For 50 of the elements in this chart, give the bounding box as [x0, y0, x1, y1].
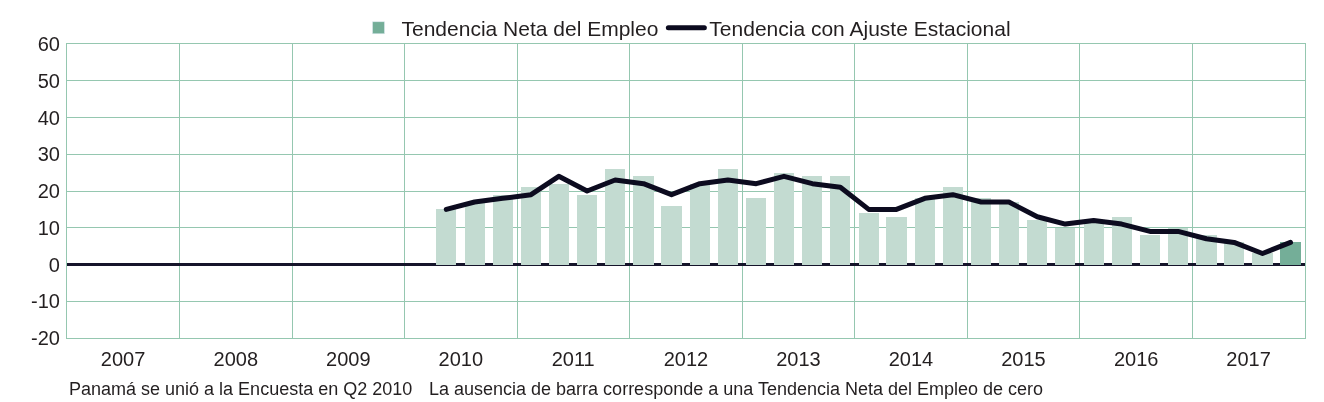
x-tick-label: 2010 — [438, 348, 484, 371]
bar — [521, 187, 541, 265]
x-tick-label: 2007 — [100, 348, 146, 371]
bar — [915, 198, 935, 265]
bar — [690, 184, 710, 265]
bar — [549, 184, 569, 265]
bar — [1140, 235, 1160, 265]
bar — [661, 206, 682, 265]
bar — [436, 209, 456, 265]
x-tick-label: 2011 — [551, 348, 595, 371]
y-tick-label: 50 — [37, 69, 60, 92]
bar — [633, 176, 654, 265]
text: La ausencia de barra corresponde a una Tendencia Neta del Empleo de cero — [429, 379, 1044, 399]
x-tick-label: 2014 — [888, 348, 934, 371]
y-tick-label: 40 — [37, 106, 60, 129]
x-tick-label: 2017 — [1226, 348, 1271, 371]
bar — [1252, 253, 1273, 265]
bar — [493, 195, 513, 265]
bar — [886, 217, 907, 265]
x-tick-label: 2015 — [1001, 348, 1046, 371]
y-tick-label: -20 — [30, 327, 60, 349]
x-tick-label: 2008 — [213, 348, 259, 371]
bar — [859, 213, 879, 265]
bar — [774, 173, 794, 265]
bar — [746, 198, 766, 265]
bar — [830, 176, 850, 265]
bar — [577, 195, 597, 265]
legend-label: Tendencia Neta del Empleo — [401, 16, 659, 40]
bar — [971, 198, 991, 265]
bar — [605, 169, 625, 265]
text: Panamá se unió a la Encuesta en Q2 2010 — [69, 379, 413, 399]
y-tick-label: 20 — [37, 180, 60, 202]
bar — [999, 202, 1019, 265]
bar — [802, 176, 822, 265]
bar — [465, 202, 485, 265]
bar — [718, 169, 738, 265]
y-tick-label: 0 — [48, 253, 60, 276]
bar — [1027, 220, 1047, 265]
y-tick-label: 10 — [37, 216, 60, 239]
x-tick-label: 2013 — [776, 348, 821, 371]
x-tick-label: 2009 — [326, 348, 371, 371]
x-tick-label: 2016 — [1113, 348, 1159, 371]
x-tick-label: 2012 — [663, 348, 709, 371]
y-tick-label: 60 — [37, 33, 60, 55]
y-tick-label: 30 — [37, 143, 60, 166]
bar — [1055, 228, 1075, 265]
y-tick-label: -10 — [30, 290, 60, 313]
legend-label: Tendencia con Ajuste Estacional — [709, 16, 1011, 40]
bar — [1084, 220, 1104, 265]
bar — [943, 187, 963, 265]
